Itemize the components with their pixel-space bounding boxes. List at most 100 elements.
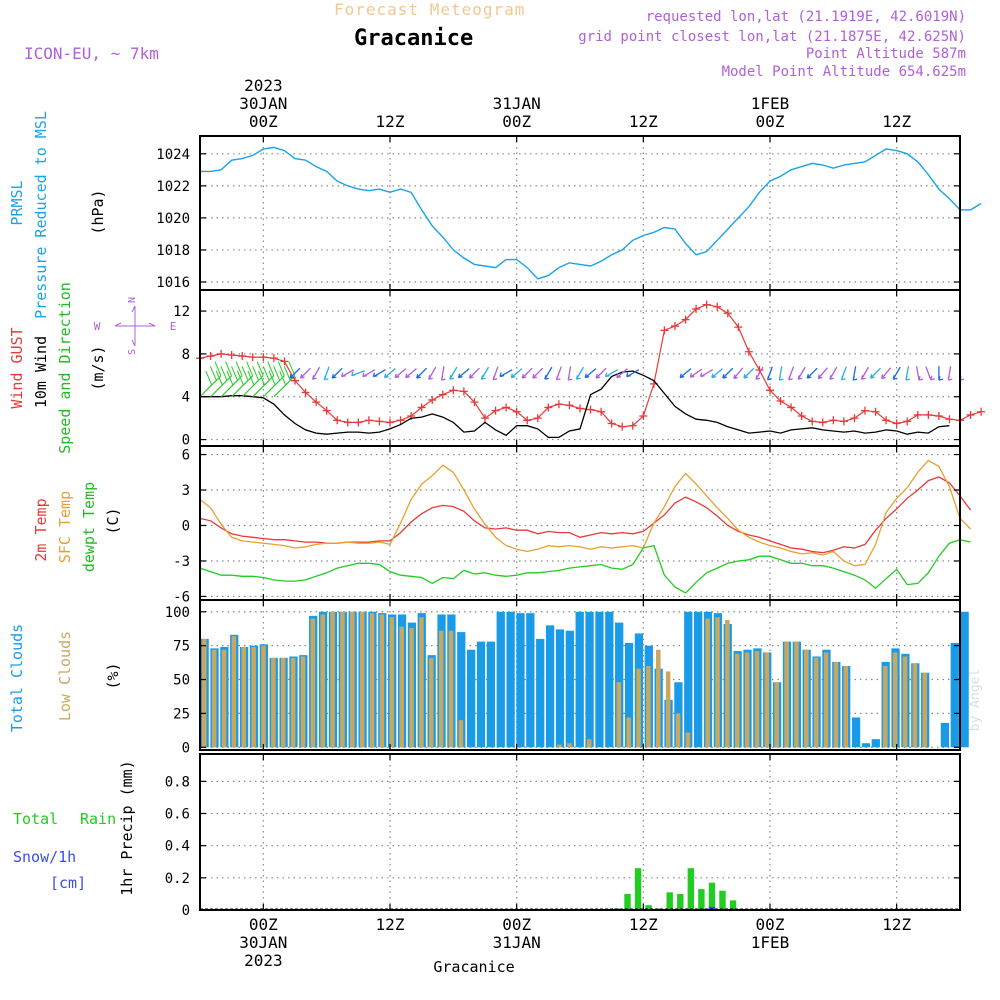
cloud-bar-low: [843, 665, 849, 748]
time-label-top: 00Z: [502, 112, 531, 131]
time-label-top: 1FEB: [751, 94, 790, 113]
cloud-bar-low: [725, 619, 730, 748]
wind-arrow: [567, 366, 573, 381]
compass-w: W: [94, 320, 101, 333]
wind-arrow: [394, 368, 407, 379]
cloud-bar-total: [624, 642, 634, 748]
gust-marker: [470, 398, 479, 407]
wind-barb-feather: [262, 366, 270, 381]
label-rain: Rain: [80, 810, 116, 828]
wind-arrow: [733, 367, 744, 380]
series-line-sfc: [199, 459, 972, 567]
wind-barb: [262, 375, 285, 398]
gust-marker: [248, 353, 257, 362]
wind-arrow: [604, 369, 619, 378]
gust-marker: [787, 403, 796, 412]
gust-marker: [681, 315, 690, 324]
panel-frame-precip: [199, 753, 961, 911]
gust-marker: [797, 412, 806, 421]
wind-arrow: [449, 366, 458, 380]
cloud-bar-low: [429, 657, 434, 748]
wind-barb-feather: [215, 370, 223, 386]
y-tick-label: 1024: [156, 147, 190, 163]
wind-arrow: [788, 366, 795, 381]
time-label-top: 30JAN: [239, 94, 287, 113]
wind-arrow: [323, 366, 330, 381]
time-label-top: 12Z: [629, 112, 658, 131]
wind-barb: [241, 375, 264, 398]
label-cloud-unit: (%): [104, 662, 122, 689]
cloud-bar-total: [960, 611, 969, 748]
compass-s: S: [127, 349, 138, 355]
wind-arrow: [905, 366, 911, 381]
y-tick-label: 1018: [156, 243, 190, 259]
wind-arrow: [331, 367, 343, 379]
label-prmsl: PRMSL: [8, 180, 26, 225]
label-precip-unit: 1hr Precip (mm): [118, 760, 136, 895]
label-wind-unit: (m/s): [89, 345, 107, 390]
precip-bar-rain: [698, 889, 705, 910]
time-label-bottom: 30JAN: [239, 933, 287, 952]
gust-marker: [312, 398, 321, 407]
y-tick-label: 12: [173, 304, 190, 320]
point-altitude: Point Altitude 587m: [805, 46, 966, 62]
y-tick-label: 0: [182, 519, 190, 535]
cloud-bar-total: [595, 611, 604, 748]
cloud-bar-low: [350, 611, 355, 748]
wind-arrow: [755, 366, 764, 380]
wind-arrow: [925, 366, 935, 381]
y-tick-label: 8: [182, 347, 190, 363]
gust-marker: [839, 417, 848, 426]
wind-arrow: [544, 366, 553, 380]
label-wind-gust: Wind GUST: [8, 327, 26, 408]
wind-arrow: [829, 366, 838, 380]
wind-arrow: [699, 369, 714, 378]
gust-marker: [544, 403, 553, 412]
cloud-bar-low: [892, 652, 898, 748]
compass-n: N: [127, 297, 138, 303]
cloud-bar-total: [545, 625, 555, 748]
cloud-bar-low: [202, 638, 207, 748]
cloud-bar-low: [221, 649, 227, 748]
series-line-dewpt: [199, 539, 971, 594]
y-tick-label: 0: [182, 903, 190, 919]
precip-bar-rain: [719, 890, 726, 910]
gust-marker: [766, 386, 774, 395]
cloud-bar-low: [646, 665, 651, 748]
cloud-bar-low: [586, 739, 592, 748]
panel-frame-clouds: [199, 599, 961, 751]
gust-marker: [301, 388, 310, 397]
time-label-bottom: 12Z: [376, 915, 405, 934]
wind-arrow: [840, 366, 847, 381]
y-tick-label: 1022: [156, 179, 190, 195]
gust-marker: [903, 417, 912, 426]
cloud-bar-total: [684, 611, 693, 748]
wind-barb: [210, 375, 232, 398]
gust-marker: [977, 407, 986, 416]
gust-marker: [291, 376, 299, 385]
wind-arrow: [532, 367, 544, 379]
cloud-bar-low: [744, 652, 750, 748]
gust-marker: [280, 357, 289, 366]
wind-arrow: [880, 367, 892, 380]
gust-marker: [829, 416, 838, 425]
cloud-bar-low: [458, 720, 464, 748]
gust-marker: [913, 410, 922, 419]
wind-arrow: [766, 366, 774, 381]
wind-arrow: [555, 366, 562, 381]
cloud-bar-total: [575, 611, 584, 748]
precip-bar-snow: [708, 906, 716, 910]
cloud-bar-total: [555, 629, 565, 748]
wind-barb-feather: [268, 370, 276, 386]
wind-barb-feather: [235, 361, 243, 376]
wind-barb: [199, 375, 222, 398]
y-tick-label: -6: [173, 589, 190, 605]
time-label-bottom: 12Z: [629, 915, 658, 934]
gust-marker: [966, 410, 975, 419]
wind-barb: [231, 375, 254, 398]
wind-arrow: [428, 366, 437, 380]
gust-marker: [924, 410, 933, 419]
wind-arrow: [869, 367, 881, 379]
cloud-bar-low: [636, 668, 641, 748]
y-tick-label: 25: [173, 706, 190, 722]
